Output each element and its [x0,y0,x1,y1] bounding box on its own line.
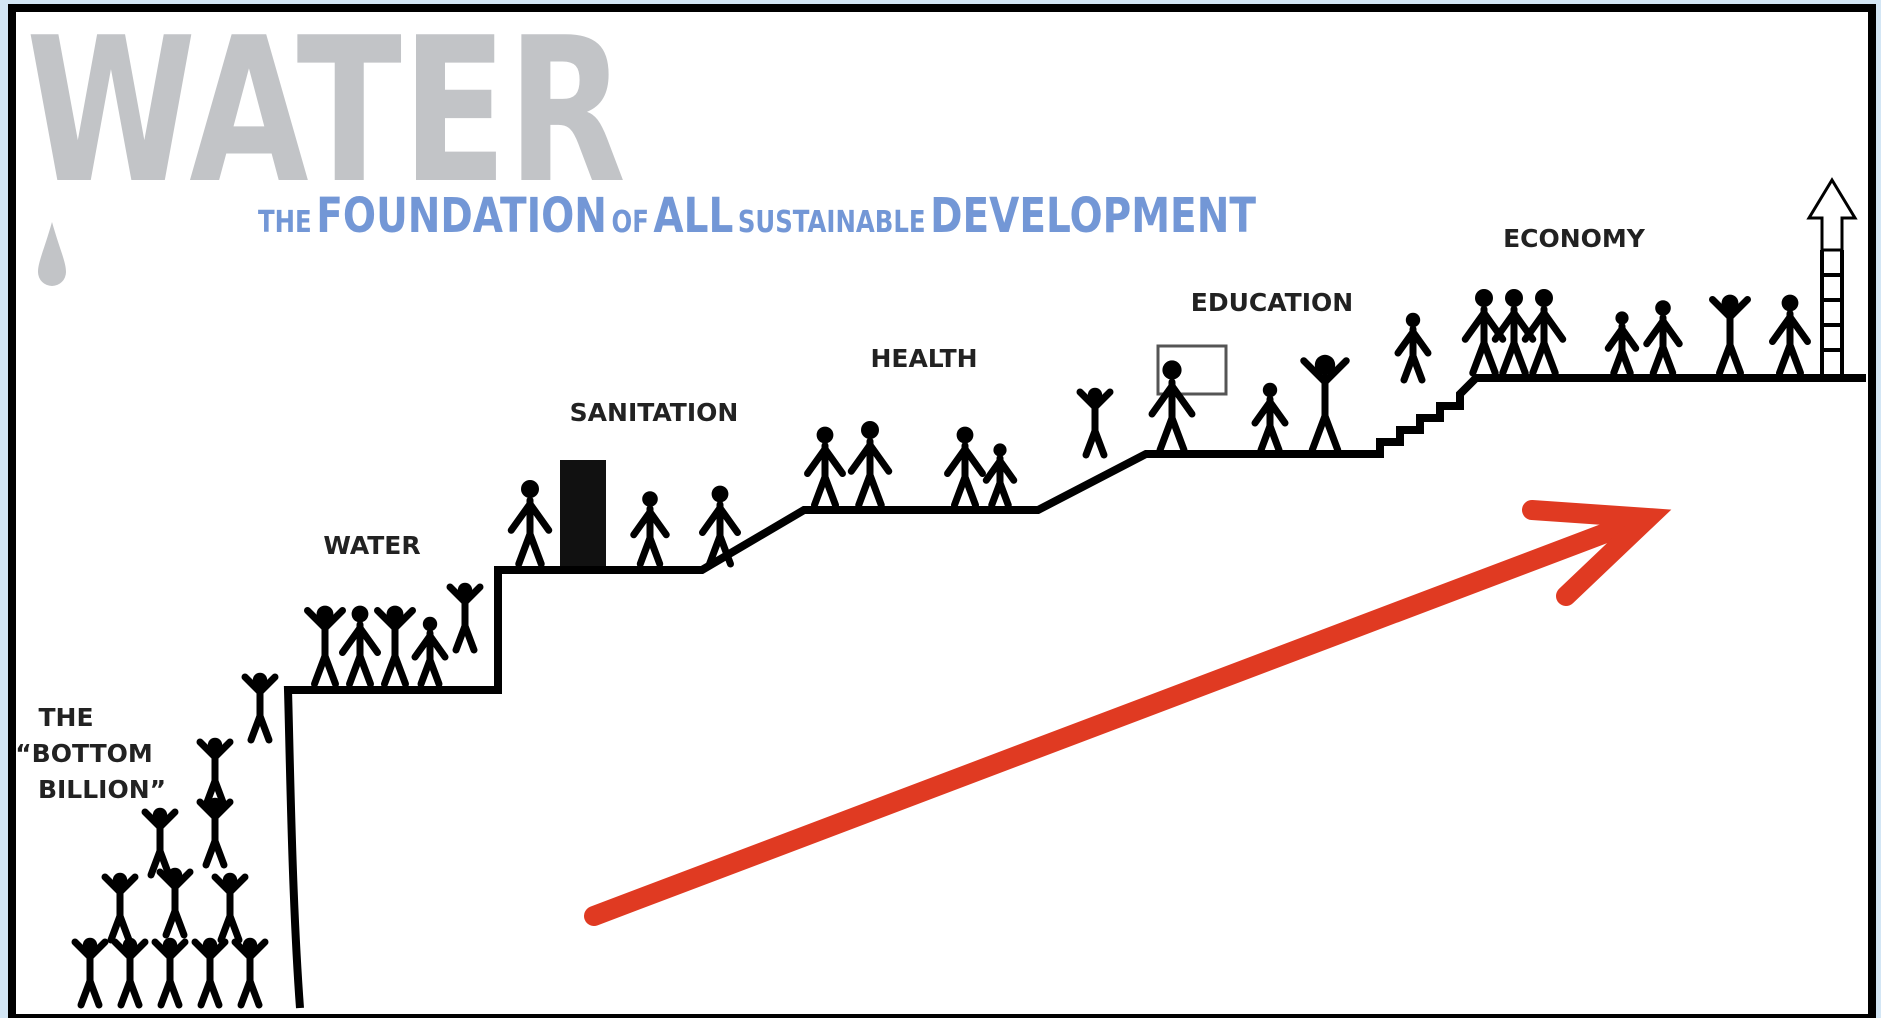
subtitle-word: FOUNDATION [316,188,607,244]
head [712,486,729,503]
stage-label: EDUCATION [1191,288,1353,317]
head [1782,295,1799,312]
stage-label: BILLION” [38,775,166,804]
page: WATER THE FOUNDATION OF ALL SUSTAINABLE … [0,0,1881,1018]
infographic: WATER THE FOUNDATION OF ALL SUSTAINABLE … [0,0,1881,1018]
head [1406,313,1420,327]
head [1475,289,1493,307]
head [1505,289,1523,307]
stage-label: THE [38,703,93,732]
subtitle-word: THE [258,205,312,240]
head [817,427,834,444]
head [423,617,437,631]
stage-label: SANITATION [570,398,739,427]
outhouse [560,460,606,566]
subtitle-word: SUSTAINABLE [738,205,926,240]
head [1263,383,1277,397]
head [352,606,369,623]
head [993,443,1006,456]
stage-label: WATER [323,531,420,560]
subtitle-word: DEVELOPMENT [930,188,1256,244]
stage-label: ECONOMY [1503,224,1646,253]
subtitle-word: ALL [653,188,733,244]
stage-label: “BOTTOM [15,739,153,768]
head [957,427,974,444]
head [1535,289,1553,307]
head [1615,311,1628,324]
head [861,421,879,439]
subtitle-word: OF [611,205,648,240]
head [1655,300,1671,316]
head [521,480,539,498]
head [1162,360,1181,379]
head [642,491,658,507]
stage-label: HEALTH [870,344,977,373]
